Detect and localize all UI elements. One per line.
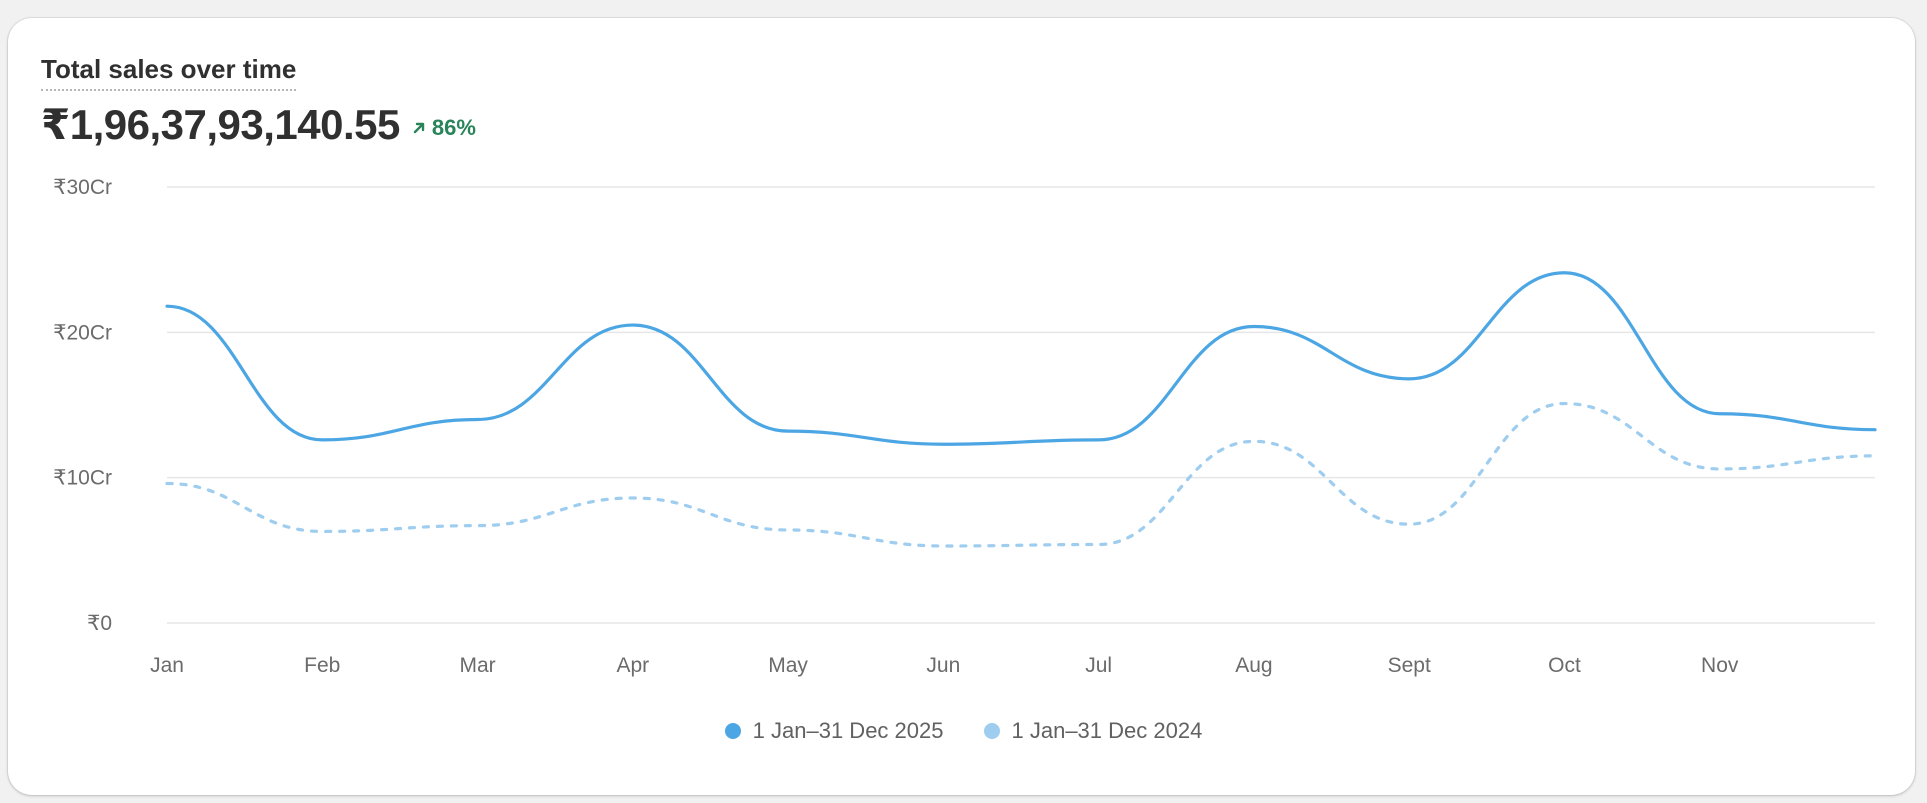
x-tick-label: Apr <box>616 654 649 677</box>
series-line-previous <box>165 401 1877 548</box>
chart-legend: 1 Jan–31 Dec 2025 1 Jan–31 Dec 2024 <box>0 718 1927 744</box>
legend-item[interactable]: 1 Jan–31 Dec 2024 <box>983 718 1203 744</box>
legend-swatch <box>983 723 1000 739</box>
sales-card: Total sales over time ₹1,96,37,93,140.55… <box>8 18 1915 795</box>
x-tick-label: Jul <box>1085 654 1112 677</box>
legend-label: 1 Jan–31 Dec 2024 <box>1011 718 1203 743</box>
change-badge: 86% <box>412 115 476 141</box>
legend-label: 1 Jan–31 Dec 2025 <box>752 718 944 743</box>
x-tick-label: Jan <box>150 654 184 677</box>
arrow-up-right-icon <box>413 122 425 133</box>
y-tick-label: ₹0 <box>87 612 112 635</box>
y-tick-label: ₹30Cr <box>53 176 112 199</box>
total-sales-value: ₹1,96,37,93,140.55 <box>41 101 400 148</box>
legend-swatch <box>724 723 741 739</box>
x-tick-label: Aug <box>1235 654 1272 677</box>
x-tick-label: May <box>768 654 808 677</box>
card-title[interactable]: Total sales over time <box>41 54 297 91</box>
change-percent: 86% <box>431 114 476 140</box>
legend-item[interactable]: 1 Jan–31 Dec 2025 <box>724 718 944 744</box>
x-tick-label: Mar <box>459 654 495 677</box>
y-tick-label: ₹20Cr <box>53 321 112 344</box>
series-line-current <box>165 271 1877 446</box>
x-tick-label: Nov <box>1701 654 1739 677</box>
total-row: ₹1,96,37,93,140.55 86% <box>41 100 476 149</box>
x-tick-label: Jun <box>926 654 960 677</box>
y-tick-label: ₹10Cr <box>53 467 112 490</box>
x-tick-label: Sept <box>1388 654 1431 677</box>
x-tick-label: Oct <box>1548 654 1581 677</box>
x-tick-label: Feb <box>304 654 340 677</box>
